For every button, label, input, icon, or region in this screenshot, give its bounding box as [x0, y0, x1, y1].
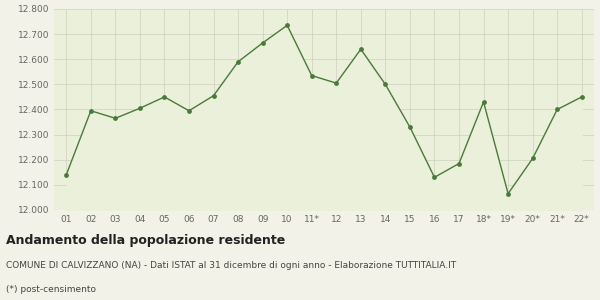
Point [61, 172, 71, 177]
Point [233, 59, 243, 64]
Point [110, 116, 120, 121]
Point [86, 108, 95, 113]
Point [258, 40, 268, 45]
Text: COMUNE DI CALVIZZANO (NA) - Dati ISTAT al 31 dicembre di ogni anno - Elaborazion: COMUNE DI CALVIZZANO (NA) - Dati ISTAT a… [6, 261, 456, 270]
Point [503, 191, 513, 196]
Point [184, 108, 194, 113]
Text: (*) post-censimento: (*) post-censimento [6, 285, 96, 294]
Point [283, 23, 292, 28]
Text: Andamento della popolazione residente: Andamento della popolazione residente [6, 234, 285, 247]
Point [430, 175, 439, 180]
Point [528, 156, 538, 161]
Point [553, 107, 562, 112]
Point [209, 93, 218, 98]
Point [160, 94, 169, 99]
Point [356, 47, 365, 52]
Point [380, 82, 390, 87]
Point [479, 100, 488, 104]
Point [454, 161, 464, 166]
Point [135, 106, 145, 111]
Point [307, 73, 317, 78]
Point [405, 125, 415, 130]
Point [577, 94, 587, 99]
Point [331, 81, 341, 85]
